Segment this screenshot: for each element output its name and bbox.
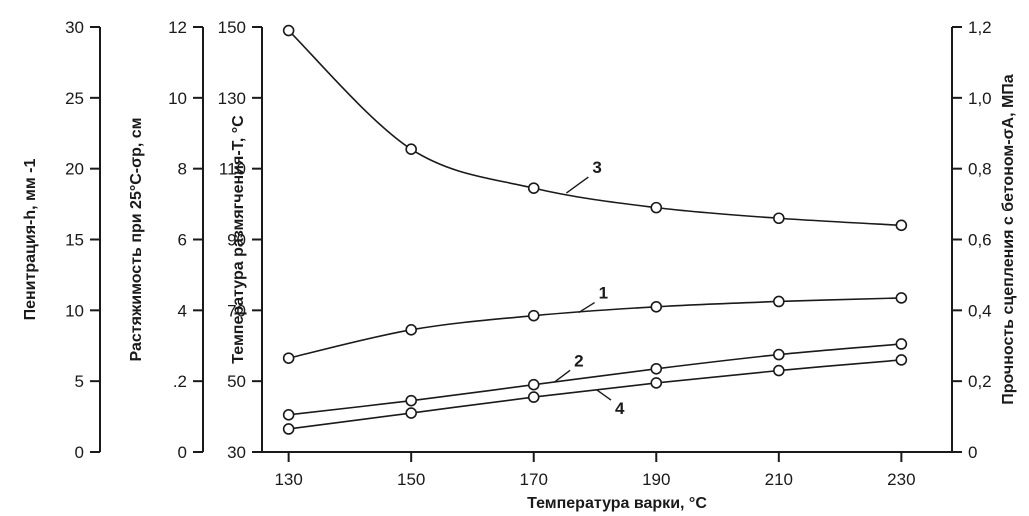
y-tick-label-softening: 50	[227, 372, 246, 391]
series-line-2	[288, 343, 902, 416]
x-tick-label: 150	[397, 470, 425, 489]
y-tick-label-adhesion: 0,6	[968, 231, 992, 250]
y-tick-label-adhesion: 1,2	[968, 18, 992, 37]
data-point-1	[282, 352, 295, 364]
curve-label-leader-4	[596, 389, 612, 401]
y-tick-label-softening: 110	[219, 160, 246, 179]
y-tick-label-ductility: 4	[178, 301, 187, 320]
axis-title-adhesion: Прочность сцепления с бетоном-σА, МПа	[1000, 74, 1017, 405]
y-tick-label-penetration: 5	[75, 372, 84, 391]
curve-label-leader-2	[553, 369, 571, 383]
data-point-4	[773, 364, 785, 377]
curve-label-1: 1	[599, 284, 608, 303]
data-point-3	[650, 201, 663, 214]
data-point-1	[650, 300, 663, 313]
y-tick-label-penetration: 25	[65, 89, 84, 108]
axis-title-softening: Температура размягчения-Т, °С	[230, 115, 247, 364]
y-tick-label-softening: 70	[227, 301, 246, 320]
y-tick-label-ductility: .2	[173, 372, 187, 391]
curve-label-leader-1	[578, 301, 595, 314]
curve-label-4: 4	[615, 399, 625, 418]
y-tick-label-softening: 90	[227, 231, 246, 250]
y-tick-label-ductility: 0	[178, 443, 187, 462]
y-tick-label-penetration: 0	[75, 443, 84, 462]
curve-label-leader-3	[565, 176, 589, 194]
x-tick-label: 210	[765, 470, 793, 489]
curve-label-3: 3	[592, 158, 601, 177]
data-point-2	[773, 348, 785, 361]
y-tick-label-ductility: 12	[168, 18, 187, 37]
y-tick-label-ductility: 6	[178, 231, 187, 250]
series-line-1	[288, 297, 902, 359]
data-point-3	[773, 212, 785, 225]
data-point-4	[405, 407, 417, 419]
axis-title-penetration: Пенитрация-h, мм -1	[22, 159, 39, 321]
label-layer: 1 2 3 4	[553, 158, 625, 418]
x-tick-label: 170	[520, 470, 548, 489]
data-point-4	[650, 377, 663, 389]
y-tick-label-adhesion: 0,8	[968, 160, 992, 179]
data-point-4	[895, 354, 908, 366]
data-point-4	[282, 423, 295, 435]
y-tick-label-softening: 150	[218, 18, 246, 37]
x-axis-title: Температура варки, °С	[527, 495, 707, 512]
data-point-2	[282, 409, 295, 421]
series-line-3	[288, 29, 902, 227]
y-tick-label-ductility: 10	[168, 89, 187, 108]
y-tick-label-adhesion: 0,4	[968, 301, 992, 320]
data-point-1	[773, 295, 785, 308]
data-point-3	[895, 219, 908, 232]
axis-title-ductility: Растяжимость при 25°С-σр, см	[128, 118, 145, 362]
y-tick-label-penetration: 30	[65, 18, 84, 37]
curve-label-2: 2	[574, 351, 583, 370]
y-tick-label-penetration: 15	[65, 231, 84, 250]
data-point-1	[405, 324, 417, 336]
y-tick-label-ductility: 8	[178, 160, 187, 179]
data-point-3	[405, 143, 417, 155]
data-point-1	[527, 309, 540, 322]
data-point-3	[282, 24, 295, 37]
x-tick-label: 130	[274, 470, 302, 489]
x-tick-label: 230	[887, 470, 915, 489]
y-tick-label-penetration: 10	[65, 301, 84, 320]
data-point-2	[650, 362, 663, 375]
y-tick-label-softening: 130	[218, 89, 246, 108]
series-layer	[282, 24, 908, 435]
data-point-2	[895, 338, 908, 350]
data-point-2	[527, 378, 540, 391]
data-point-2	[405, 394, 417, 407]
y-tick-label-adhesion: 0,2	[968, 372, 992, 391]
y-tick-label-penetration: 20	[65, 160, 84, 179]
data-point-1	[895, 292, 908, 304]
y-tick-label-adhesion: 0	[968, 443, 977, 462]
data-point-3	[527, 182, 540, 194]
y-tick-label-softening: 30	[227, 443, 246, 462]
x-tick-label: 190	[642, 470, 670, 489]
series-line-4	[288, 359, 902, 430]
y-tick-label-adhesion: 1,0	[968, 89, 992, 108]
data-point-4	[527, 391, 540, 403]
